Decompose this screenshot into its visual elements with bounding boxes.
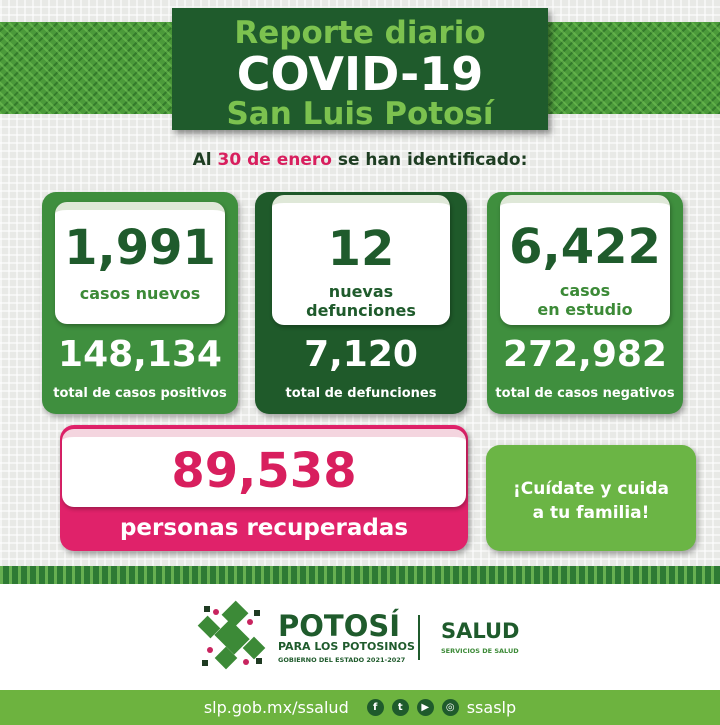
facebook-icon[interactable]: f <box>366 699 384 716</box>
total-negative-label: total de casos negativos <box>495 386 675 401</box>
care-message-box: ¡Cuídate y cuida a tu familia! <box>486 445 696 551</box>
total-positive-label: total de casos positivos <box>53 386 227 401</box>
twitter-icon[interactable]: t <box>391 699 409 716</box>
title-line2: COVID-19 <box>236 47 484 101</box>
social-handle[interactable]: ssaslp <box>466 698 517 717</box>
potosi-logo <box>196 600 268 672</box>
card-inner: 12 nuevas defunciones <box>272 195 450 325</box>
under-study-value: 6,422 <box>509 219 661 275</box>
total-deaths-label: total de defunciones <box>285 386 437 401</box>
salud-wordmark: SALUD <box>441 619 520 643</box>
new-cases-value: 1,991 <box>64 220 216 276</box>
instagram-icon[interactable]: ◎ <box>441 699 459 716</box>
message-line2: a tu familia! <box>532 503 650 523</box>
card-new-cases: 1,991 casos nuevos 148,134 total de caso… <box>42 192 238 414</box>
total-negative-value: 272,982 <box>503 334 667 375</box>
new-cases-label: casos nuevos <box>79 284 201 303</box>
new-deaths-value: 12 <box>327 221 395 277</box>
date-subtitle: Al 30 de enero se han identificado: <box>192 150 528 170</box>
card-inner: 89,538 <box>62 429 466 507</box>
green-stripe <box>0 566 720 584</box>
title-line3: San Luis Potosí <box>226 96 494 132</box>
card-new-deaths: 12 nuevas defunciones 7,120 total de def… <box>255 192 467 414</box>
title-box: Reporte diario COVID-19 San Luis Potosí <box>172 8 548 130</box>
total-positive-value: 148,134 <box>58 334 222 375</box>
potosi-slogan: PARA LOS POTOSINOS <box>278 640 415 653</box>
new-deaths-label2: defunciones <box>306 301 416 320</box>
title-line1: Reporte diario <box>234 15 486 51</box>
potosi-wordmark: POTOSÍ <box>278 609 401 643</box>
new-deaths-label1: nuevas <box>328 282 394 301</box>
under-study-label2: en estudio <box>537 300 633 319</box>
report-date: 30 de enero <box>217 150 332 170</box>
recovered-value: 89,538 <box>171 443 357 499</box>
footer-bar: slp.gob.mx/ssalud f t ▶ ◎ ssaslp <box>0 690 720 725</box>
salud-subtitle: SERVICIOS DE SALUD <box>441 647 519 655</box>
card-under-study: 6,422 casos en estudio 272,982 total de … <box>487 192 683 414</box>
message-line1: ¡Cuídate y cuida <box>512 479 670 499</box>
under-study-label1: casos <box>559 281 611 300</box>
logo-divider <box>418 615 420 660</box>
card-inner: 6,422 casos en estudio <box>500 195 670 325</box>
recovered-label: personas recuperadas <box>119 515 409 541</box>
card-inner: 1,991 casos nuevos <box>55 202 225 324</box>
website-link[interactable]: slp.gob.mx/ssalud <box>203 698 349 717</box>
youtube-icon[interactable]: ▶ <box>416 699 434 716</box>
card-recovered: 89,538 personas recuperadas <box>60 425 468 551</box>
government-label: GOBIERNO DEL ESTADO 2021-2027 <box>278 656 406 664</box>
total-deaths-value: 7,120 <box>304 334 418 375</box>
